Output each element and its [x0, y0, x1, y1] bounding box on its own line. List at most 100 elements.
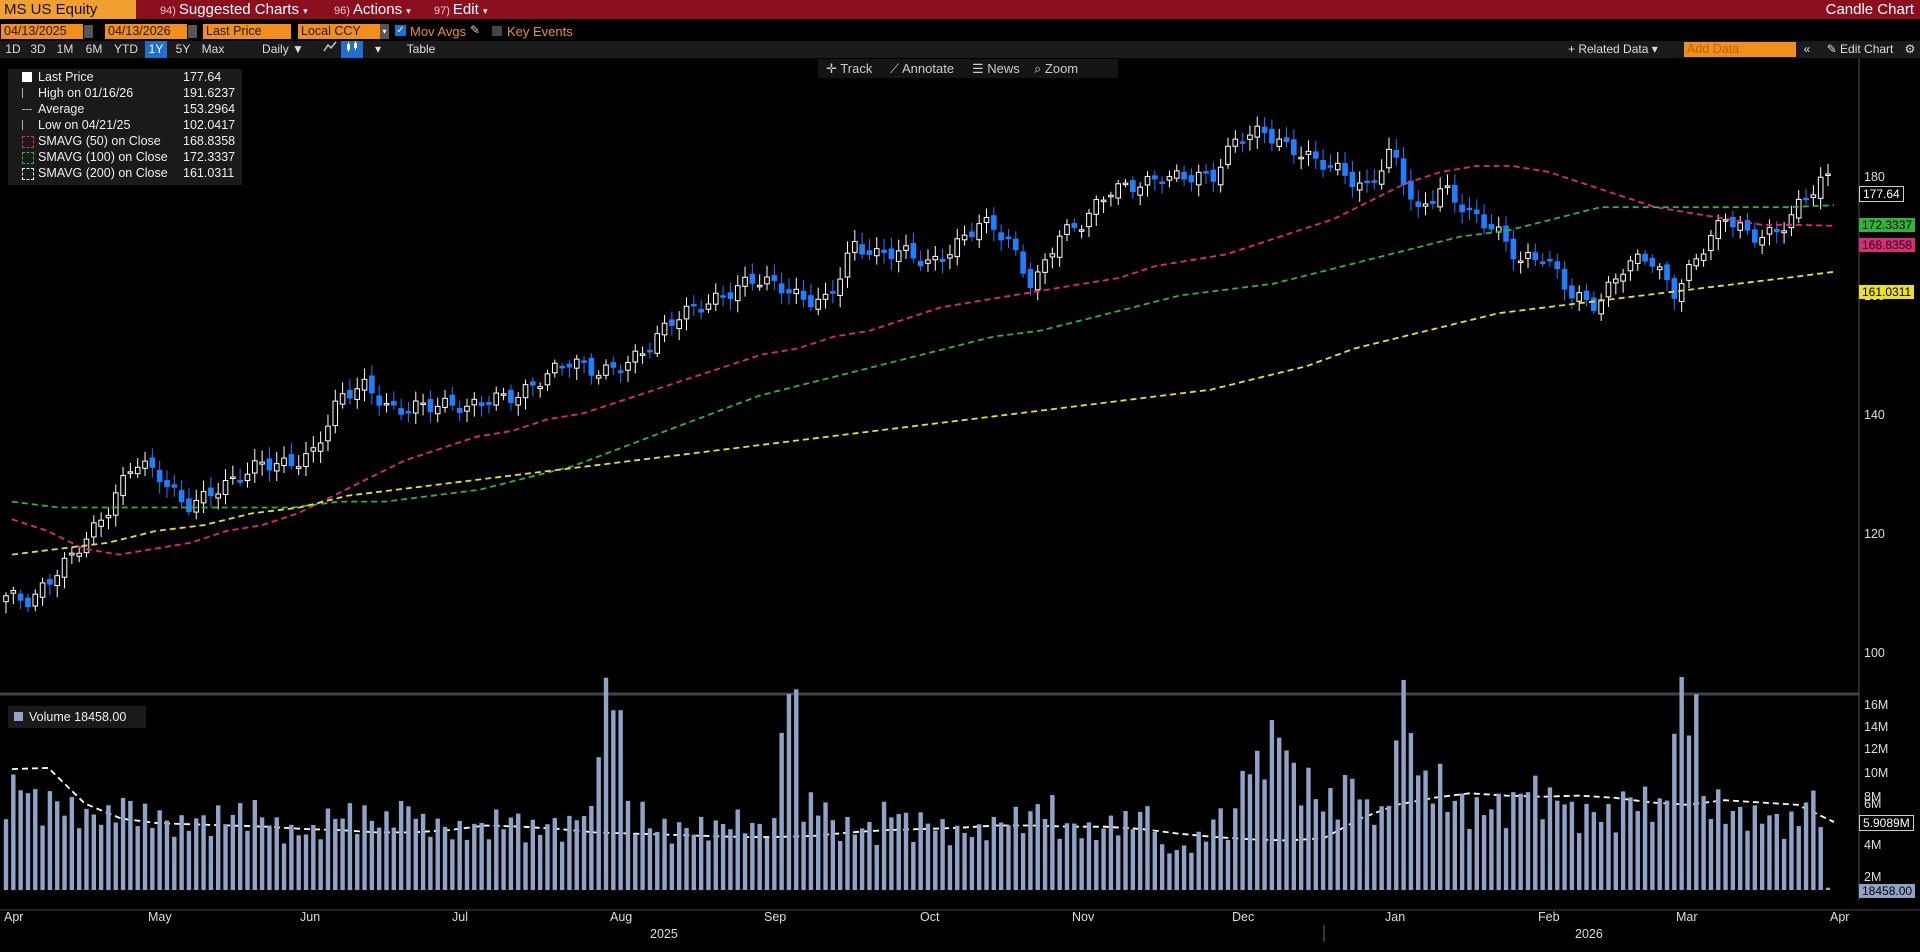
news-tool[interactable]: ☰ News — [972, 59, 1020, 78]
candle-body — [193, 500, 200, 513]
table-button[interactable]: Table — [406, 42, 436, 56]
line-chart-icon[interactable] — [320, 41, 340, 58]
start-date-input[interactable]: 04/13/2025 — [1, 24, 83, 39]
candle-body — [1342, 163, 1348, 176]
volume-bar — [1598, 821, 1604, 890]
candle-body — [1349, 172, 1356, 188]
period-button-1m[interactable]: 1M — [56, 42, 74, 56]
key-events-label[interactable]: Key Events — [507, 24, 573, 39]
high-marker-icon — [22, 88, 29, 98]
candle-body — [866, 250, 873, 255]
field-select[interactable]: Last Price — [203, 24, 291, 39]
candle-body — [1700, 253, 1707, 261]
end-date-input[interactable]: 04/13/2026 — [105, 24, 187, 39]
candle-body — [1378, 170, 1385, 185]
y-tick: 120 — [1864, 527, 1885, 541]
candle-body — [493, 392, 500, 406]
candle-body — [976, 223, 982, 241]
chevron-down-icon[interactable]: ▾ — [380, 24, 389, 39]
gear-icon[interactable]: ⚙ — [1904, 42, 1916, 56]
volume-bar — [1825, 887, 1831, 890]
caret-down-icon: ▾ — [406, 6, 411, 16]
mov-avgs-label[interactable]: Mov Avgs — [410, 24, 467, 39]
key-events-checkbox[interactable] — [492, 26, 502, 36]
edit-chart-button[interactable]: ✎ Edit Chart — [1826, 42, 1894, 56]
candle-body — [1752, 229, 1758, 243]
volume-bar — [355, 834, 360, 890]
candle-body — [215, 493, 222, 499]
legend-value: 161.0311 — [183, 166, 235, 180]
volume-bar — [1269, 720, 1275, 890]
suggested-charts-menu[interactable]: 94) Suggested Charts ▾ — [160, 0, 308, 19]
volume-bar — [69, 797, 75, 890]
volume-ma-label: 5.9089M — [1859, 815, 1914, 831]
collapse-icon[interactable]: « — [1803, 42, 1811, 56]
volume-bar — [896, 814, 901, 890]
candle-body — [369, 375, 375, 394]
candle-body — [1466, 207, 1473, 211]
currency-select[interactable]: Local CCY — [298, 24, 380, 39]
mov-avgs-checkbox[interactable]: ✓ — [395, 25, 406, 36]
candle-body — [1400, 158, 1407, 185]
period-button-3d[interactable]: 3D — [30, 42, 46, 56]
volume-bar — [830, 820, 836, 890]
volume-bar — [245, 830, 250, 890]
volume-bar — [1613, 832, 1618, 890]
period-button-5y[interactable]: 5Y — [175, 42, 191, 56]
candle-body — [1327, 165, 1334, 168]
period-button-1y[interactable]: 1Y — [145, 41, 167, 58]
frequency-select[interactable]: Daily ▼ — [262, 42, 304, 56]
volume-bar — [281, 843, 287, 890]
volume-bar — [1759, 823, 1765, 890]
period-button-1d[interactable]: 1D — [5, 42, 21, 56]
candle-body — [1473, 209, 1480, 215]
pencil-icon[interactable]: ✎ — [470, 23, 481, 37]
volume-bar — [1474, 797, 1479, 890]
volume-bar — [84, 808, 89, 890]
period-button-max[interactable]: Max — [201, 42, 225, 56]
candle-body — [449, 394, 456, 406]
caret-down-icon: ▾ — [303, 6, 308, 16]
volume-bar — [1108, 815, 1114, 890]
volume-bar — [596, 757, 601, 890]
actions-menu[interactable]: 96) Actions ▾ — [334, 0, 411, 19]
ticker-field[interactable]: MS US Equity — [0, 0, 136, 19]
period-button-6m[interactable]: 6M — [85, 42, 103, 56]
candle-body — [456, 407, 463, 413]
calendar-icon[interactable] — [84, 25, 93, 38]
add-data-input[interactable]: Add Data — [1684, 42, 1796, 57]
volume-bar — [823, 802, 828, 890]
volume-bar — [91, 814, 97, 890]
candle-body — [786, 289, 792, 294]
calendar-icon[interactable] — [188, 25, 197, 38]
volume-bar — [618, 710, 623, 890]
sma100-line — [11, 204, 1835, 509]
annotate-tool[interactable]: ⟋ Annotate — [890, 59, 955, 78]
frequency-label: Daily — [262, 42, 289, 56]
edit-menu[interactable]: 97) Edit ▾ — [434, 0, 487, 19]
candle-body — [398, 408, 404, 415]
chevron-down-icon[interactable]: ▾ — [374, 42, 382, 56]
candle-body — [1239, 141, 1246, 144]
zoom-tool[interactable]: ⌕ Zoom — [1034, 59, 1079, 78]
volume-bar — [333, 818, 338, 890]
candle-body — [873, 248, 880, 257]
related-data-button[interactable]: + Related Data ▾ — [1568, 42, 1658, 56]
candle-body — [1503, 225, 1509, 242]
volume-bar — [1525, 792, 1531, 890]
candle-body — [837, 278, 843, 296]
candle-body — [551, 362, 558, 374]
candle-body — [127, 471, 134, 474]
track-tool[interactable]: ✛ Track — [826, 59, 873, 78]
vol-tick: 6M — [1864, 797, 1882, 811]
volume-legend: Volume 18458.00 — [8, 706, 146, 728]
volume-bar — [450, 839, 455, 890]
candle-body — [76, 552, 82, 557]
volume-bar — [611, 710, 616, 890]
news-label: News — [987, 61, 1020, 76]
volume-bar — [1006, 825, 1011, 890]
candle-chart-icon[interactable] — [341, 41, 363, 58]
period-button-ytd[interactable]: YTD — [114, 42, 138, 56]
volume-bar — [1467, 828, 1472, 890]
